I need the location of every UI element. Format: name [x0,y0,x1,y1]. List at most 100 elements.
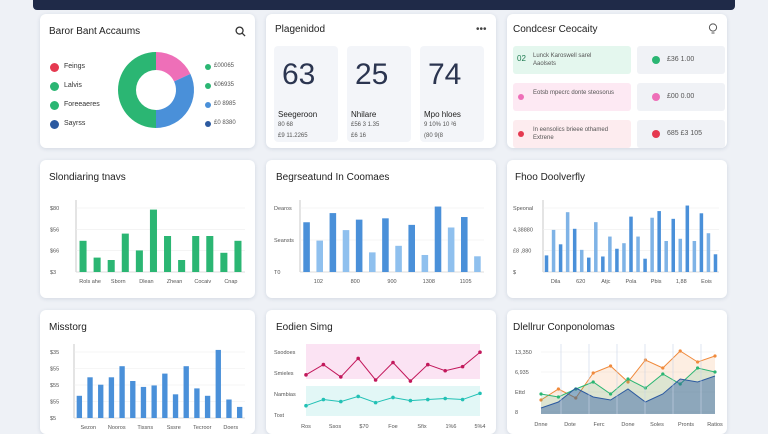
card-accounts: Baror Bant Accaums Feings Lalvis Foreeaere… [40,14,255,148]
series-area [541,376,715,414]
legend-dot [50,82,59,91]
search-icon[interactable] [235,26,246,37]
y-tick-label: $80 [50,206,59,212]
row-indicator-icon [652,130,660,138]
x-tick-label: 620 [576,279,585,285]
legend-dot [205,83,211,89]
line-point [478,391,482,396]
x-tick-label: Dila [551,279,561,285]
line-point [661,366,665,370]
bar [594,222,598,272]
bar [79,240,87,272]
bar [87,377,93,418]
bar [622,243,626,272]
bar [93,257,101,272]
line-point [556,387,560,391]
legend-label: Foreeaeres [64,101,100,108]
bar [135,250,143,272]
card-chart-6: Dlellrur Conponolomas 13,350 6,935 Ettd 8 Dn… [507,310,727,434]
line-point [609,392,613,396]
line-point [539,398,543,402]
line-point [443,368,447,373]
top-bar [33,0,735,10]
bar [461,217,468,272]
line-point [696,360,700,364]
card-chart-1: Slondiaring tnavs $80 $56 $66 $3 Rols ahe Sbo… [40,160,255,298]
capacity-row[interactable] [513,120,631,148]
bar [76,395,83,418]
bar [664,240,668,272]
line-point [373,400,378,405]
line-point [478,350,482,355]
y-tick-label: $35 [50,350,59,356]
bar-chart: Speonal 4,38880 £8 ,880 $ Dila 620 Atjc Pola Pbi… [513,200,719,285]
bar [316,240,323,272]
x-tick-label: Sssre [167,425,181,431]
line-point [304,373,308,377]
x-tick-label: Nooros [108,425,126,431]
card-title: Misstorg [49,322,87,333]
capacity-row[interactable] [513,83,631,111]
more-icon[interactable]: ••• [476,24,487,35]
bar [151,385,157,418]
line-point [321,362,326,367]
x-tick-label: Dnne [534,422,547,428]
bar [121,233,129,272]
y-tick-label: 4,38880 [513,227,533,233]
stat-label: Mpo hloes [424,110,461,119]
line-point [426,397,430,402]
capacity-row[interactable] [513,46,631,74]
bar [107,260,115,272]
bar [236,406,243,418]
stat-sub: £9 11.2265 [278,133,308,139]
bar-chart: $80 $56 $66 $3 Rols ahe Sborn Dlean Zhean Cocaiv… [50,200,245,285]
x-tick-label: Eois [701,279,712,285]
line-point [713,370,717,374]
bar [342,230,350,272]
bar [98,384,104,418]
bar [178,260,186,272]
stat-label: Seegeroon [278,110,318,119]
legend-value: £0 8985 [214,101,236,107]
x-tick-label: 900 [387,279,396,285]
capacity-value-box [637,120,725,148]
card-chart-5: Eodien Simg Ssodoes Smieles Nambias Tost Ros… [266,310,496,434]
bar [204,395,211,418]
x-tick-label: 800 [351,279,360,285]
row-text: In eensolics brieee othamed Extrene [533,127,609,141]
x-tick-label: Pola [625,279,637,285]
bar [699,213,704,272]
y-tick-label: Tost [274,413,285,419]
x-tick-label: Tecroor [193,425,212,431]
x-tick-label: Pronts [678,422,694,428]
line-point [661,372,665,376]
legend-value: £00065 [214,63,235,69]
bar [572,228,577,272]
card-chart-2: Begrseatund In Coomaes Dearos Seansts T0 10… [266,160,496,298]
legend-value: £0 8380 [214,120,236,126]
line-point [696,366,700,370]
x-tick-label: Done [621,422,634,428]
x-tick-label: 1%6 [445,424,456,430]
y-tick-label: $55 [50,367,59,373]
bar [685,205,690,272]
row-value: 685 £3 105 [667,130,703,137]
bar [329,213,337,272]
line-point [408,379,413,383]
capacity-value-box [637,83,725,111]
x-tick-label: Ratios [707,422,723,428]
series-line [540,375,716,409]
x-tick-label: Cnap [224,279,237,285]
line-point [356,394,360,399]
bulb-icon[interactable] [708,23,718,35]
bar [671,218,675,272]
capacity-value-box [637,46,725,74]
line-point [539,392,543,396]
y-tick-label: 8 [515,410,518,416]
stat-sub: 80 68 [278,122,294,128]
bar [579,249,584,272]
bar [206,236,214,272]
stat-tile [420,46,484,142]
x-tick-label: Tissns [137,425,153,431]
legend-label: Feings [64,63,86,70]
